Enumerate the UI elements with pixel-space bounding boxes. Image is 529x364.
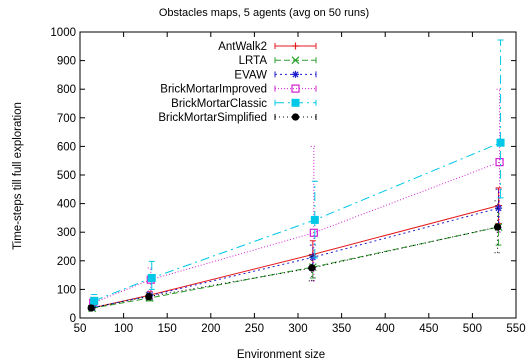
legend-marker-5 [291,98,300,107]
series-4-errorbar-4 [496,88,503,233]
y-tick-label-400: 400 [57,199,76,211]
legend-marker-2 [291,56,300,65]
series-6-errorbar-4 [494,200,501,254]
axes: 50 100 150 200 250 300 350 400 450 500 550 0 100 200 3… [50,27,525,335]
series-layer [87,39,505,313]
series-6-point-4 [493,223,502,231]
legend-marker-1 [292,42,299,50]
legend-label-1: AntWalk2 [218,41,267,53]
y-tick-label-800: 800 [57,84,76,96]
series-6-point-1 [87,304,95,312]
series-5-point-3 [310,215,319,224]
y-axis-label: Time-steps till full exploration [12,102,24,250]
x-tick-label-100: 100 [114,323,133,335]
legend-swatch-caps-6 [274,114,317,120]
y-tick-label-100: 100 [57,284,76,296]
legend-item-6: BrickMortarSimplified [158,112,317,124]
x-tick-label-300: 300 [288,323,307,335]
series-5-point-4 [496,138,505,147]
series-3-point-4 [495,204,503,212]
legend-label-5: BrickMortarClassic [171,98,267,110]
legend-marker-6 [291,113,300,121]
legend-item-3: EVAW [234,69,317,81]
x-tick-label-50: 50 [74,323,87,335]
series-5-errorbar-4 [497,39,504,199]
y-tick-label-700: 700 [57,113,76,125]
series-6 [87,200,502,312]
y-tick-label-500: 500 [57,170,76,182]
legend-label-2: LRTA [239,55,268,67]
legend-swatch-caps-1 [274,43,317,49]
chart-title: Obstacles maps, 5 agents (avg on 50 runs… [159,7,369,19]
x-tick-label-450: 450 [419,323,438,335]
legend: AntWalk2 LRTA EVAW BrickMortarImproved Brick… [158,41,317,124]
legend-label-4: BrickMortarImproved [160,84,267,96]
x-tick-label-250: 250 [245,323,264,335]
legend-marker-3 [292,70,299,78]
x-tick-label-350: 350 [332,323,351,335]
series-line-1 [92,205,499,309]
legend-item-5: BrickMortarClassic [171,98,317,110]
y-tick-label-200: 200 [57,256,76,268]
series-line-3 [92,207,499,309]
legend-item-4: BrickMortarImproved [160,84,317,96]
x-axis-label: Environment size [237,349,325,361]
y-tick-label-1000: 1000 [50,27,76,39]
series-6-point-3 [308,264,316,272]
legend-swatch-caps-3 [274,71,317,78]
y-tick-label-0: 0 [70,313,76,325]
legend-item-1: AntWalk2 [218,41,317,53]
series-4-point-3 [309,228,318,237]
x-tick-label-200: 200 [201,323,220,335]
y-tick-label-900: 900 [57,56,76,68]
legend-label-3: EVAW [234,69,267,81]
series-3-point-3 [309,253,317,261]
series-5 [90,39,505,308]
series-5-point-2 [147,273,156,282]
x-tick-label-400: 400 [376,323,395,335]
x-tick-label-150: 150 [158,323,177,335]
legend-swatch-caps-5 [274,99,317,106]
series-5-point-1 [90,296,99,305]
series-6-point-2 [145,292,153,301]
legend-marker-4 [291,84,300,93]
legend-label-6: BrickMortarSimplified [158,112,267,124]
legend-item-2: LRTA [239,55,317,67]
x-tick-label-550: 550 [506,323,525,335]
series-4-point-4 [495,158,504,167]
series-4-errorbar-2 [147,267,154,292]
legend-swatch-caps-2 [274,57,317,64]
y-tick-label-600: 600 [57,141,76,153]
legend-swatch-caps-4 [274,85,317,92]
y-tick-label-300: 300 [57,227,76,239]
x-tick-label-500: 500 [463,323,482,335]
